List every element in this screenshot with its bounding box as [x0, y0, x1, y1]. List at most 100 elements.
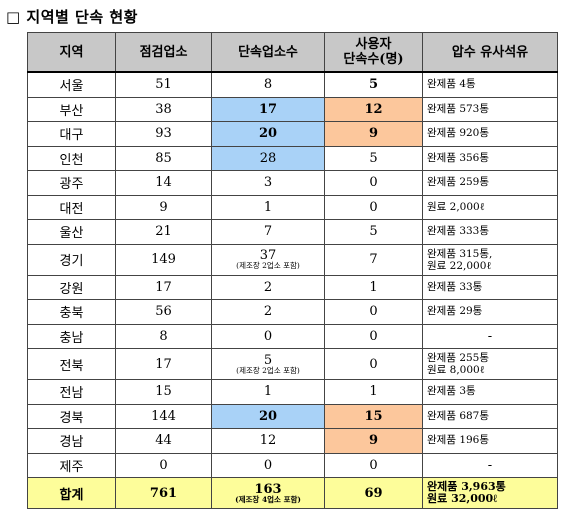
violations-cell: 12: [211, 428, 325, 454]
users-cell: 7: [324, 243, 423, 276]
region-cell: 합계: [27, 477, 116, 509]
inspected-cell: 144: [115, 403, 212, 429]
inspected-cell: 9: [115, 194, 212, 220]
users-cell: 0: [324, 323, 423, 349]
region-cell: 경북: [27, 403, 116, 429]
table-row: 서울 51 8 5 완제품 4통: [27, 71, 558, 98]
violations-cell: 0: [211, 452, 325, 478]
users-cell: 1: [324, 274, 423, 300]
region-cell: 경기: [27, 243, 116, 276]
seizure-cell: 완제품 356통: [422, 145, 558, 171]
violations-value: 37: [259, 248, 277, 263]
region-cell: 울산: [27, 219, 116, 245]
seizure-cell: 완제품 3통: [422, 379, 558, 405]
violations-value: 163: [254, 481, 282, 497]
region-cell: 강원: [27, 274, 116, 300]
users-cell: 5: [324, 71, 423, 98]
users-cell: 5: [324, 219, 423, 245]
violations-cell: 2: [211, 274, 325, 300]
table-row: 제주 0 0 0-: [27, 452, 558, 478]
seizure-cell: 완제품 920통: [422, 121, 558, 147]
users-cell: 69: [324, 477, 423, 509]
users-cell: 12: [324, 96, 423, 122]
seizure-cell: 완제품 259통: [422, 170, 558, 196]
table-body: 서울 51 8 5 완제품 4통 부산 38 17 12 완제품 573통 대구 93 20 9 완제품 9…: [27, 71, 558, 509]
violations-cell: 3: [211, 170, 325, 196]
violations-note: (제조장 4업소 포함): [235, 494, 301, 504]
region-cell: 제주: [27, 452, 116, 478]
table-row: 부산 38 17 12 완제품 573통: [27, 96, 558, 122]
header-seizure: 압수 유사석유: [422, 32, 558, 73]
seizure-cell: 완제품 4통: [422, 71, 558, 98]
inspected-cell: 44: [115, 428, 212, 454]
table-row: 경기 149 37 (제조장 2업소 포함) 7 완제품 315통, 원료 22,000ℓ: [27, 243, 558, 276]
region-cell: 전북: [27, 348, 116, 380]
inspected-cell: 149: [115, 243, 212, 276]
seizure-cell: 완제품 3,963통 원료 32,000ℓ: [422, 477, 558, 509]
violations-cell: 8: [211, 71, 325, 98]
violations-cell: 0: [211, 323, 325, 349]
inspected-cell: 85: [115, 145, 212, 171]
violations-note: (제조장 2업소 포함): [236, 365, 300, 375]
region-cell: 충남: [27, 323, 116, 349]
region-cell: 충북: [27, 299, 116, 325]
inspected-cell: 761: [115, 477, 212, 509]
inspected-cell: 21: [115, 219, 212, 245]
violations-cell: 17: [211, 96, 325, 122]
table-row: 대전 9 1 0 원료 2,000ℓ: [27, 194, 558, 220]
seizure-line-2: 원료 22,000ℓ: [427, 259, 492, 272]
violations-value: 5: [263, 352, 273, 368]
violations-cell: 2: [211, 299, 325, 325]
table-row: 충북 56 2 0 완제품 29통: [27, 299, 558, 325]
violations-cell: 20: [211, 121, 325, 147]
total-row: 합계 761 163 (제조장 4업소 포함) 69 완제품 3,963통 원료 32,00…: [27, 477, 558, 509]
inspected-cell: 56: [115, 299, 212, 325]
table-row: 대구 93 20 9 완제품 920통: [27, 121, 558, 147]
region-cell: 인천: [27, 145, 116, 171]
users-cell: 5: [324, 145, 423, 171]
users-cell: 0: [324, 299, 423, 325]
seizure-cell: 원료 2,000ℓ: [422, 194, 558, 220]
region-cell: 대전: [27, 194, 116, 220]
table-row: 강원 17 2 1 완제품 33통: [27, 274, 558, 300]
violations-cell: 28: [211, 145, 325, 171]
seizure-cell: 완제품 33통: [422, 274, 558, 300]
seizure-cell: -: [422, 452, 558, 478]
inspected-cell: 8: [115, 323, 212, 349]
table-row: 전남 15 1 1 완제품 3통: [27, 379, 558, 405]
users-cell: 9: [324, 428, 423, 454]
inspected-cell: 15: [115, 379, 212, 405]
region-cell: 광주: [27, 170, 116, 196]
header-violations: 단속업소수: [211, 32, 325, 73]
inspected-cell: 93: [115, 121, 212, 147]
users-cell: 0: [324, 170, 423, 196]
violations-cell: 1: [211, 194, 325, 220]
table-row: 인천 85 28 5 완제품 356통: [27, 145, 558, 171]
seizure-cell: 완제품 573통: [422, 96, 558, 122]
inspected-cell: 0: [115, 452, 212, 478]
violations-cell: 20: [211, 403, 325, 429]
table-row: 충남 8 0 0-: [27, 323, 558, 349]
seizure-cell: -: [422, 323, 558, 349]
violations-cell: 1: [211, 379, 325, 405]
table-row: 경남 44 12 9 완제품 196통: [27, 428, 558, 454]
users-cell: 9: [324, 121, 423, 147]
table-row: 경북 144 20 15 완제품 687통: [27, 403, 558, 429]
table-row: 울산 21 7 5 완제품 333통: [27, 219, 558, 245]
inspected-cell: 14: [115, 170, 212, 196]
seizure-cell: 완제품 315통, 원료 22,000ℓ: [422, 243, 558, 276]
seizure-cell: 완제품 29통: [422, 299, 558, 325]
table-header-row: 지역 점검업소 단속업소수 사용자 단속수(명) 압수 유사석유: [27, 32, 558, 73]
seizure-line-2: 원료 32,000ℓ: [427, 492, 498, 505]
violations-note: (제조장 2업소 포함): [236, 261, 300, 270]
users-cell: 1: [324, 379, 423, 405]
violations-cell: 163 (제조장 4업소 포함): [211, 477, 325, 509]
inspected-cell: 38: [115, 96, 212, 122]
region-cell: 전남: [27, 379, 116, 405]
seizure-cell: 완제품 255통 원료 8,000ℓ: [422, 348, 558, 380]
users-cell: 0: [324, 452, 423, 478]
seizure-cell: 완제품 333통: [422, 219, 558, 245]
seizure-line-1: 완제품 315통,: [427, 247, 493, 260]
seizure-cell: 완제품 687통: [422, 403, 558, 429]
users-cell: 15: [324, 403, 423, 429]
